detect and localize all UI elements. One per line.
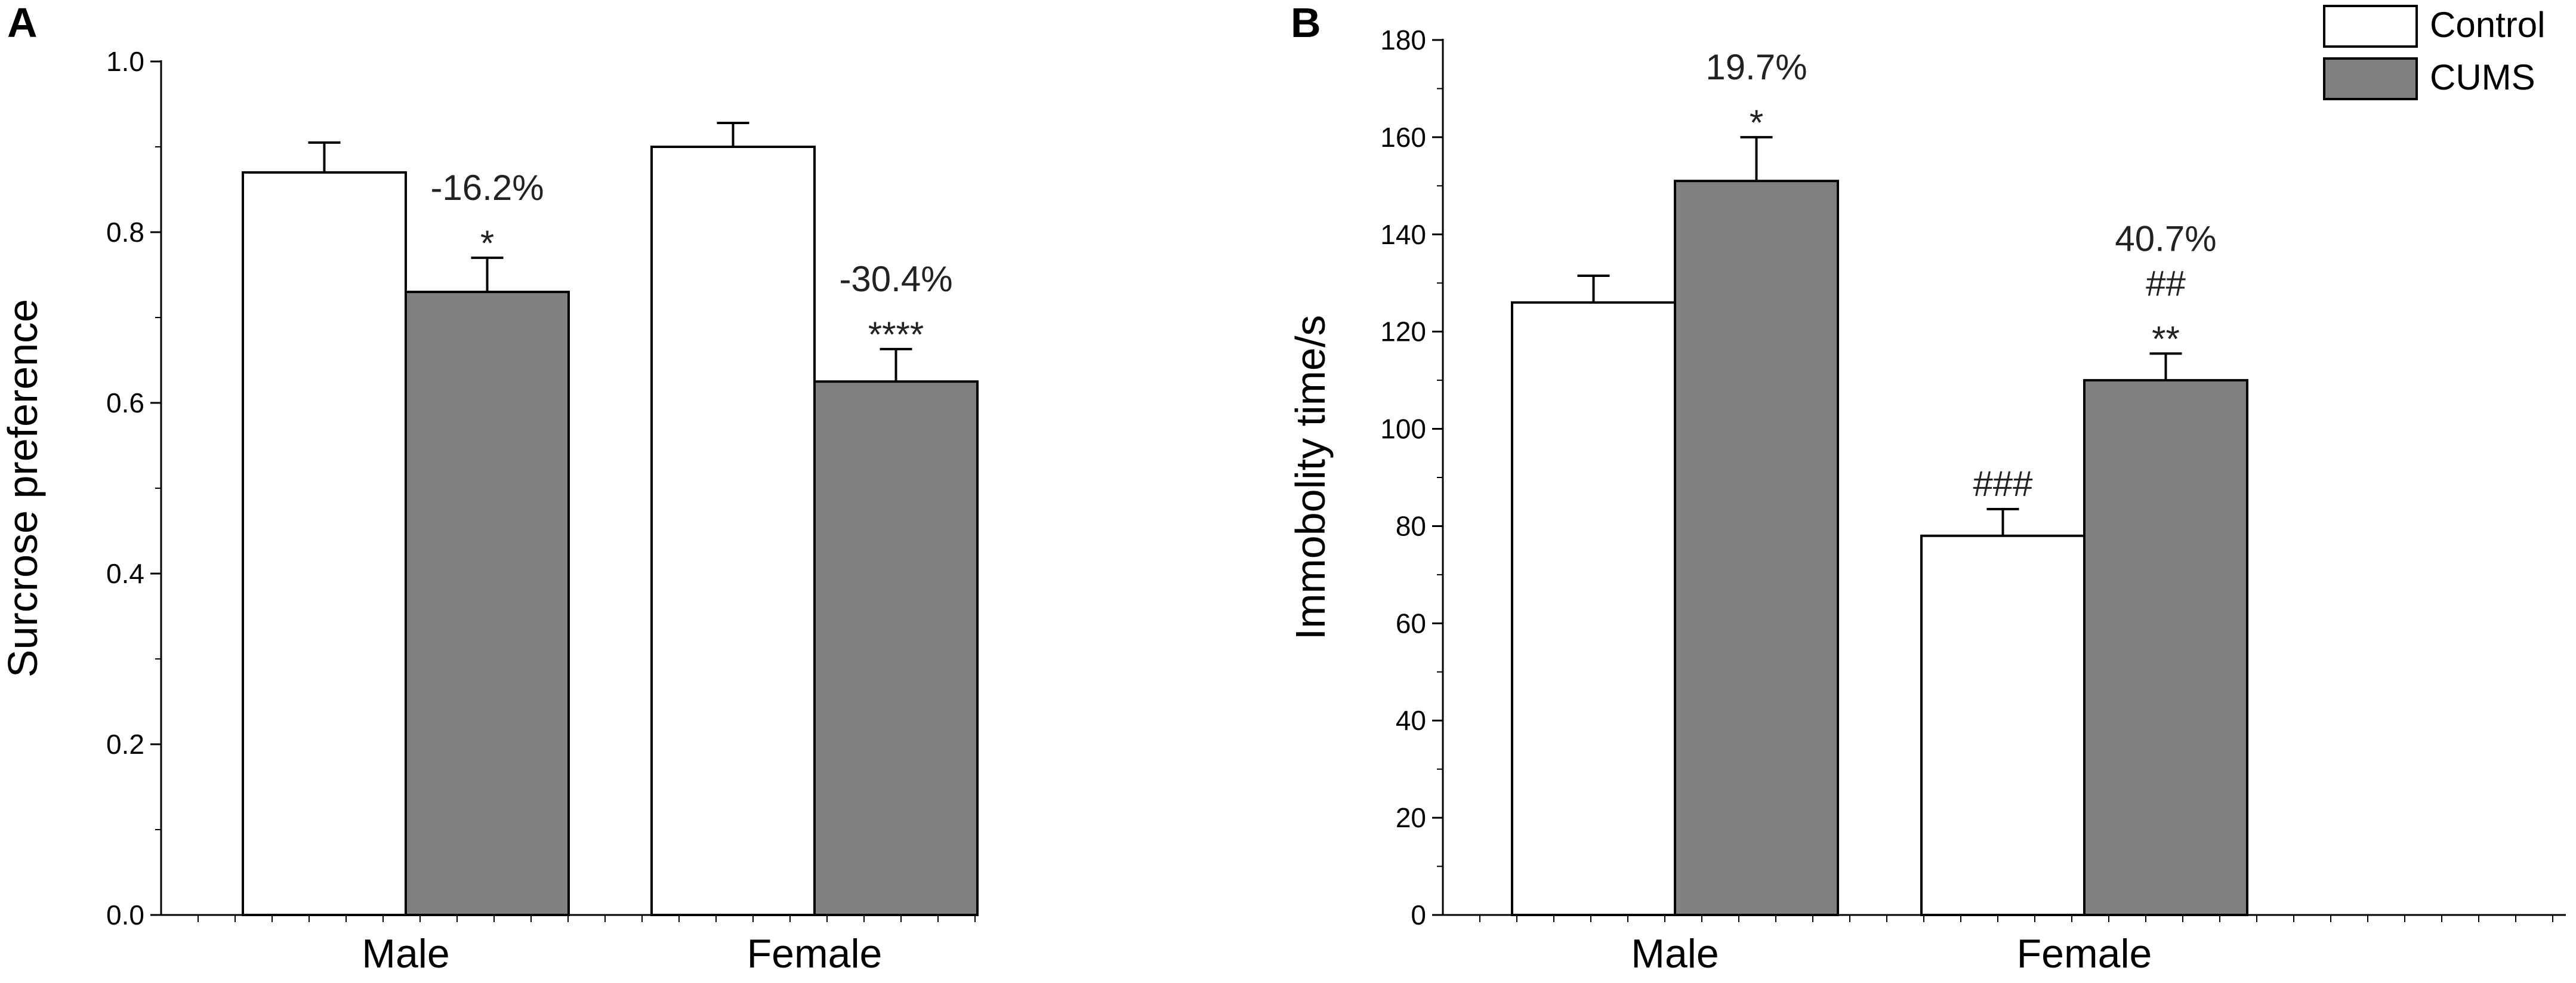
y-tick-label: 100: [1380, 414, 1426, 445]
chart-panel-b: 0 20 40 60 80 100 120 140 160 180 Immobolity time/…: [1287, 24, 2566, 976]
bar-control-male: [242, 171, 407, 916]
significance-annotation: ##: [2146, 263, 2186, 303]
y-tick-label: 0.4: [106, 558, 144, 589]
bar-control-male: [1511, 301, 1676, 916]
bar-cums-female: [2083, 379, 2248, 916]
x-category-label: Female: [2017, 931, 2152, 976]
y-tick-label: 0.0: [106, 899, 144, 930]
legend-label: Control: [2430, 5, 2545, 45]
legend: Control CUMS: [2323, 5, 2545, 100]
significance-annotation: *: [1750, 103, 1763, 143]
significance-annotation: *: [480, 223, 494, 263]
x-category-label: Male: [1631, 931, 1719, 976]
y-tick-label: 160: [1380, 122, 1426, 153]
y-axis-title: Immobolity time/s: [1287, 315, 1334, 640]
x-category-label: Male: [362, 931, 449, 976]
significance-annotation: 40.7%: [2115, 218, 2216, 258]
legend-swatch-control: [2323, 5, 2418, 48]
significance-annotation: 19.7%: [1705, 47, 1807, 87]
significance-annotation: -16.2%: [430, 168, 544, 208]
significance-annotation: -30.4%: [839, 259, 952, 299]
bar-cums-male: [1674, 180, 1839, 917]
y-tick-label: 60: [1396, 608, 1426, 639]
panel-letter-a: A: [7, 0, 38, 46]
y-tick-label: 120: [1380, 316, 1426, 347]
y-tick-label: 20: [1396, 802, 1426, 833]
bar-cums-male: [405, 291, 570, 917]
significance-annotation: **: [2152, 319, 2180, 359]
bar-control-female: [1920, 534, 2086, 916]
significance-annotation: ****: [868, 315, 924, 355]
y-tick-label: 40: [1396, 705, 1426, 736]
legend-label: CUMS: [2430, 57, 2535, 97]
y-tick-label: 0: [1411, 899, 1426, 930]
y-tick-label: 0.2: [106, 729, 144, 760]
bar-cums-female: [813, 380, 979, 916]
legend-swatch-cums: [2323, 57, 2418, 100]
chart-panel-a: 0.0 0.2 0.4 0.6 0.8 1.0 Surcrose preference Mal…: [0, 46, 979, 976]
bar-control-female: [650, 146, 816, 916]
y-tick-label: 1.0: [106, 46, 144, 77]
y-tick-label: 140: [1380, 219, 1426, 250]
significance-annotation: ###: [1973, 464, 2033, 504]
y-tick-label: 80: [1396, 510, 1426, 541]
panel-letter-b: B: [1291, 0, 1321, 46]
x-category-label: Female: [747, 931, 883, 976]
y-tick-label: 180: [1380, 24, 1426, 56]
y-tick-label: 0.6: [106, 387, 144, 418]
y-tick-label: 0.8: [106, 217, 144, 248]
y-axis-title: Surcrose preference: [0, 299, 46, 677]
